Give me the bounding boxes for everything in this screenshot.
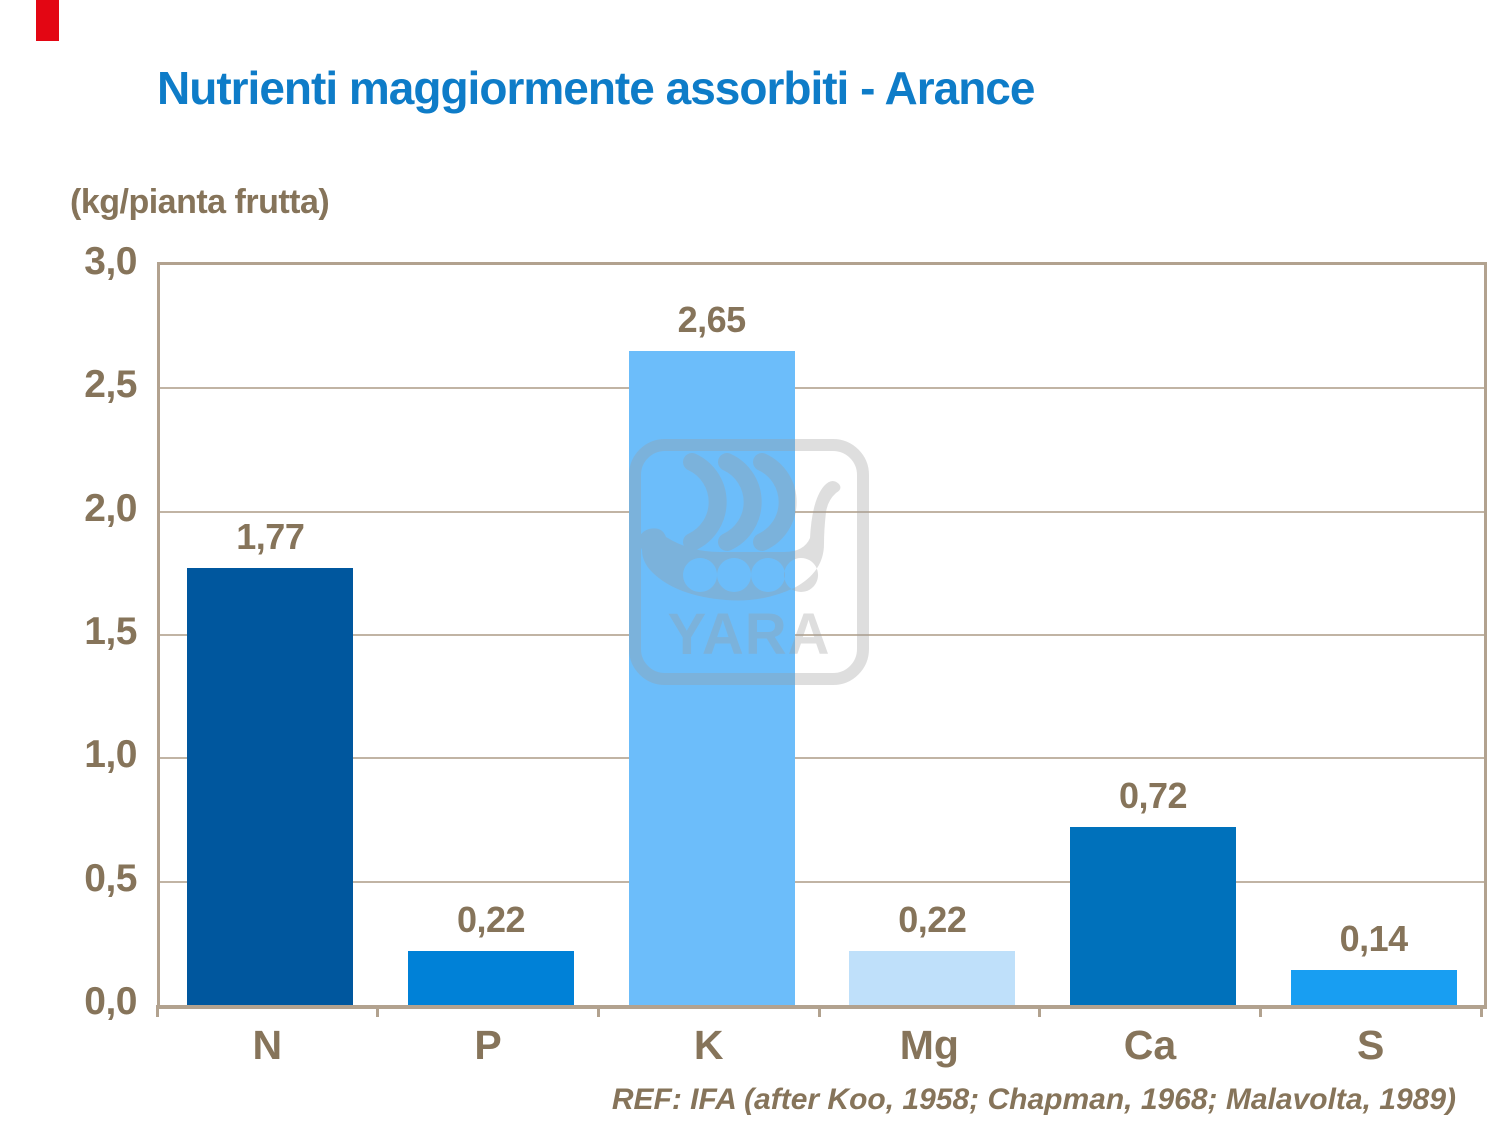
- gridline: [160, 510, 1484, 513]
- value-label-P: 0,22: [456, 898, 526, 940]
- bar-N: [187, 568, 354, 1005]
- category-label-N: N: [252, 1022, 283, 1068]
- gridline: [160, 757, 1484, 760]
- gridline: [160, 880, 1484, 883]
- bar-Mg: [849, 950, 1016, 1005]
- bar-S: [1290, 970, 1457, 1005]
- value-label-Mg: 0,22: [898, 898, 967, 940]
- gridline: [160, 387, 1484, 390]
- x-tick-mark: [1258, 1005, 1262, 1017]
- bar-K: [628, 351, 795, 1005]
- y-tick-label: 3,0: [84, 240, 137, 283]
- category-label-P: P: [474, 1022, 502, 1068]
- x-tick-mark: [1038, 1005, 1042, 1017]
- x-tick-mark: [596, 1005, 600, 1017]
- x-tick-mark: [817, 1005, 821, 1017]
- page-title: Nutrienti maggiormente assorbiti - Aranc…: [157, 62, 1035, 114]
- y-tick-label: 1,5: [84, 610, 137, 653]
- gridline: [160, 634, 1484, 636]
- category-label-K: K: [693, 1022, 724, 1068]
- red-accent-tab: [36, 0, 59, 41]
- value-label-Ca: 0,72: [1118, 775, 1188, 817]
- category-label-Mg: Mg: [899, 1022, 959, 1068]
- y-tick-label: 1,0: [84, 733, 137, 777]
- reference-note: REF: IFA (after Koo, 1958; Chapman, 1968…: [611, 1083, 1456, 1116]
- value-label-N: 1,77: [236, 516, 305, 558]
- plot-area: 1,77 0,22 2,65 0,22 0,72 0,14: [157, 262, 1487, 1009]
- x-tick-mark: [1479, 1005, 1483, 1017]
- y-tick-label: 0,0: [84, 980, 137, 1023]
- x-tick-mark: [155, 1005, 159, 1017]
- y-tick-label: 2,0: [84, 486, 137, 530]
- category-label-S: S: [1356, 1022, 1385, 1068]
- bar-Ca: [1070, 827, 1236, 1005]
- bar-P: [408, 950, 574, 1005]
- y-tick-label: 2,5: [84, 363, 137, 407]
- x-tick-mark: [376, 1005, 380, 1017]
- y-axis-unit-label: (kg/pianta frutta): [70, 183, 330, 221]
- y-tick-label: 0,5: [84, 856, 137, 900]
- value-label-K: 2,65: [677, 299, 747, 341]
- category-label-Ca: Ca: [1123, 1022, 1177, 1068]
- value-label-S: 0,14: [1339, 918, 1409, 960]
